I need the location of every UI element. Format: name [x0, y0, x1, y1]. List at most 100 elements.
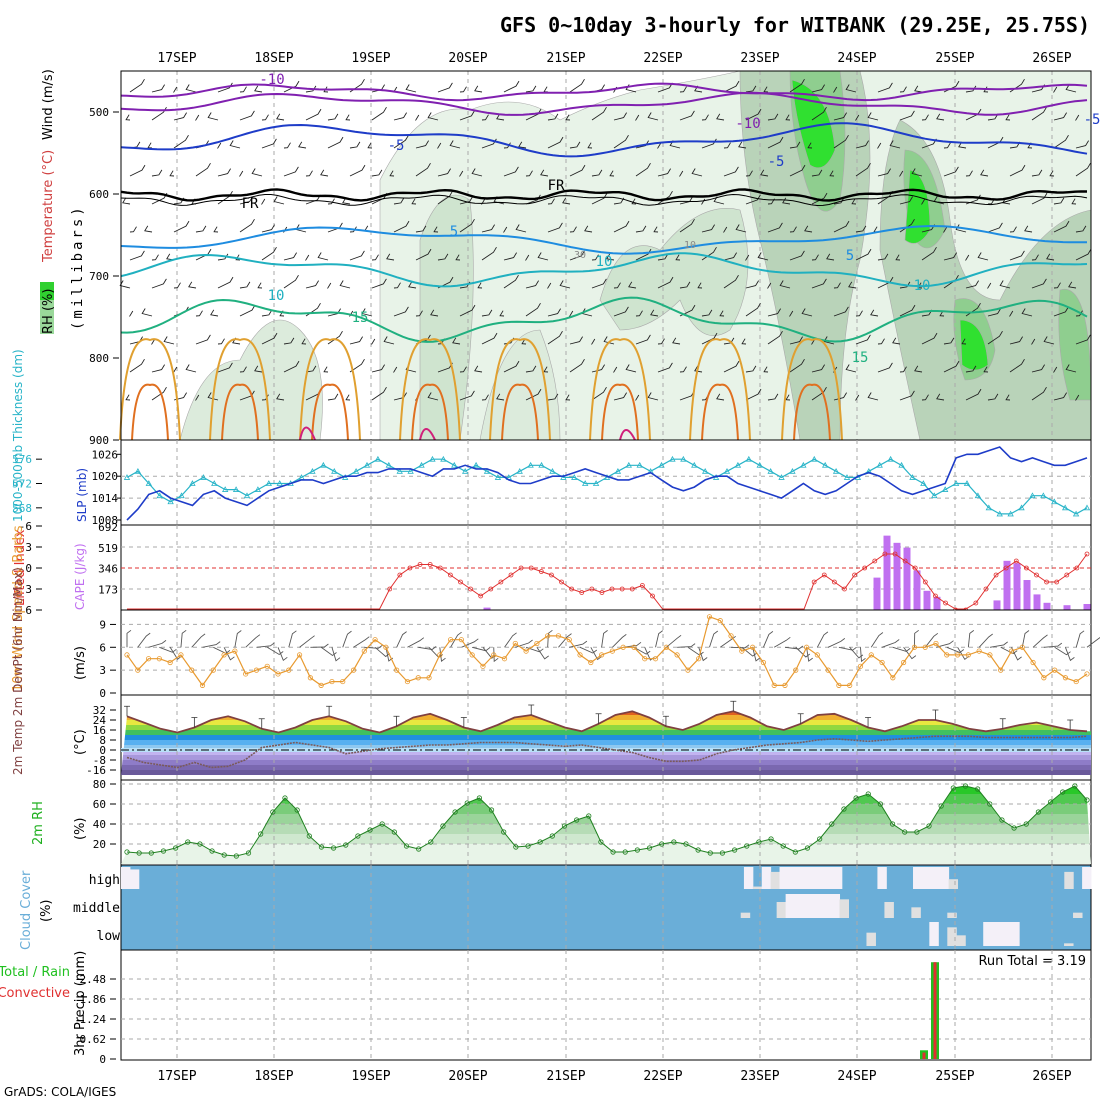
wind-barb [921, 246, 937, 261]
wind-barb [207, 112, 219, 121]
cape-bar [1083, 604, 1091, 610]
wind-barb [459, 196, 473, 205]
data-point [954, 652, 961, 658]
data-point [792, 849, 798, 855]
li-marker [892, 551, 898, 557]
data-point [525, 843, 531, 849]
thickness-marker [778, 474, 785, 480]
wind-barb [437, 168, 451, 177]
wind-barb [881, 639, 900, 648]
precip-total-label: Total / Rain [0, 965, 70, 980]
contour-label: 5 [450, 224, 458, 240]
li-marker [549, 572, 554, 578]
wind-barb [496, 113, 505, 121]
credit: GrADS: COLA/IGES [4, 1085, 116, 1099]
wind-barb [374, 646, 390, 658]
data-point [355, 833, 361, 839]
max-whisker [865, 717, 872, 728]
wind-barb [229, 140, 241, 149]
wind-barb [119, 280, 131, 289]
wind-barb [543, 366, 549, 373]
wind-barb [151, 84, 165, 93]
max-whisker [797, 713, 804, 724]
wind-barb [415, 114, 420, 121]
wind-barb [254, 365, 263, 373]
temp-line [126, 710, 1088, 734]
wind-barb [411, 198, 417, 205]
data-point [793, 667, 799, 673]
cloud-cell [929, 922, 939, 946]
wind-barb [694, 365, 703, 373]
wind-barb [1049, 170, 1055, 177]
data-point [609, 648, 615, 654]
data-point [825, 667, 831, 673]
wind-barb [723, 360, 740, 373]
date-label-top: 23SEP [740, 51, 779, 66]
wind-barb [276, 393, 285, 401]
temperature-contours [119, 82, 1088, 441]
cape-bar [483, 607, 491, 610]
data-point [1008, 648, 1015, 654]
wind-barb [999, 280, 1011, 289]
wind-barb [234, 630, 242, 648]
wind-barb [261, 332, 278, 345]
cape-bar [893, 542, 901, 610]
tick-label: 1014 [92, 492, 119, 505]
data-point [233, 853, 239, 859]
freezing-level-b [120, 193, 1088, 207]
data-point [318, 844, 325, 850]
wind-barb [558, 633, 572, 648]
wind-barb [914, 365, 923, 373]
wind-barb [811, 364, 825, 373]
data-point [610, 849, 616, 855]
wind-barb [1031, 364, 1045, 373]
wind-barb [763, 366, 769, 373]
wind-barb [257, 282, 263, 289]
max-whisker [999, 718, 1006, 729]
data-point [1073, 678, 1079, 685]
cloud-cell [806, 867, 816, 889]
wind-barb [635, 114, 640, 121]
wind-barb [239, 218, 255, 233]
wind-barb [383, 336, 395, 345]
cloud-cell [752, 886, 763, 889]
data-point [512, 640, 518, 647]
data-point [620, 644, 626, 650]
wind-barb [547, 222, 563, 233]
cloud-axis-label: Cloud Cover [19, 870, 34, 950]
wind-barb [921, 332, 938, 345]
li-marker [569, 586, 575, 592]
isotherm-20 [399, 338, 461, 441]
wind-barb [591, 386, 607, 401]
thickness-axis-label: 1000-500mb Thickness (dm) [11, 349, 25, 522]
wind-barb [477, 282, 483, 289]
thickness-marker [1072, 510, 1080, 517]
wind-barb [635, 248, 652, 261]
wind-barb [437, 190, 453, 205]
li-marker [882, 551, 888, 557]
wind-barb [349, 250, 365, 261]
wind-barb [655, 630, 663, 648]
wind-barb [439, 647, 446, 663]
data-point [270, 809, 276, 815]
contour-label: -10 [735, 116, 760, 132]
wind-barb [251, 168, 263, 177]
wind-barb [789, 164, 806, 177]
wind-barb [860, 647, 866, 663]
cape-bar [1063, 605, 1071, 610]
data-point [926, 823, 932, 829]
cape-bar [1043, 602, 1051, 610]
wind-barb [657, 362, 673, 373]
tick-label: 6 [99, 641, 106, 654]
wind-barb [1021, 308, 1033, 317]
thickness-marker [909, 474, 916, 480]
wind-barb [723, 142, 731, 149]
data-point [671, 839, 677, 845]
cloud-cell [1082, 867, 1092, 889]
cloud-cell [947, 912, 957, 918]
li-marker [1054, 579, 1060, 585]
isotherm-20 [119, 338, 181, 441]
wind-barb [283, 166, 299, 177]
data-point [245, 850, 252, 856]
rh2m-unit: (%) [73, 818, 88, 841]
